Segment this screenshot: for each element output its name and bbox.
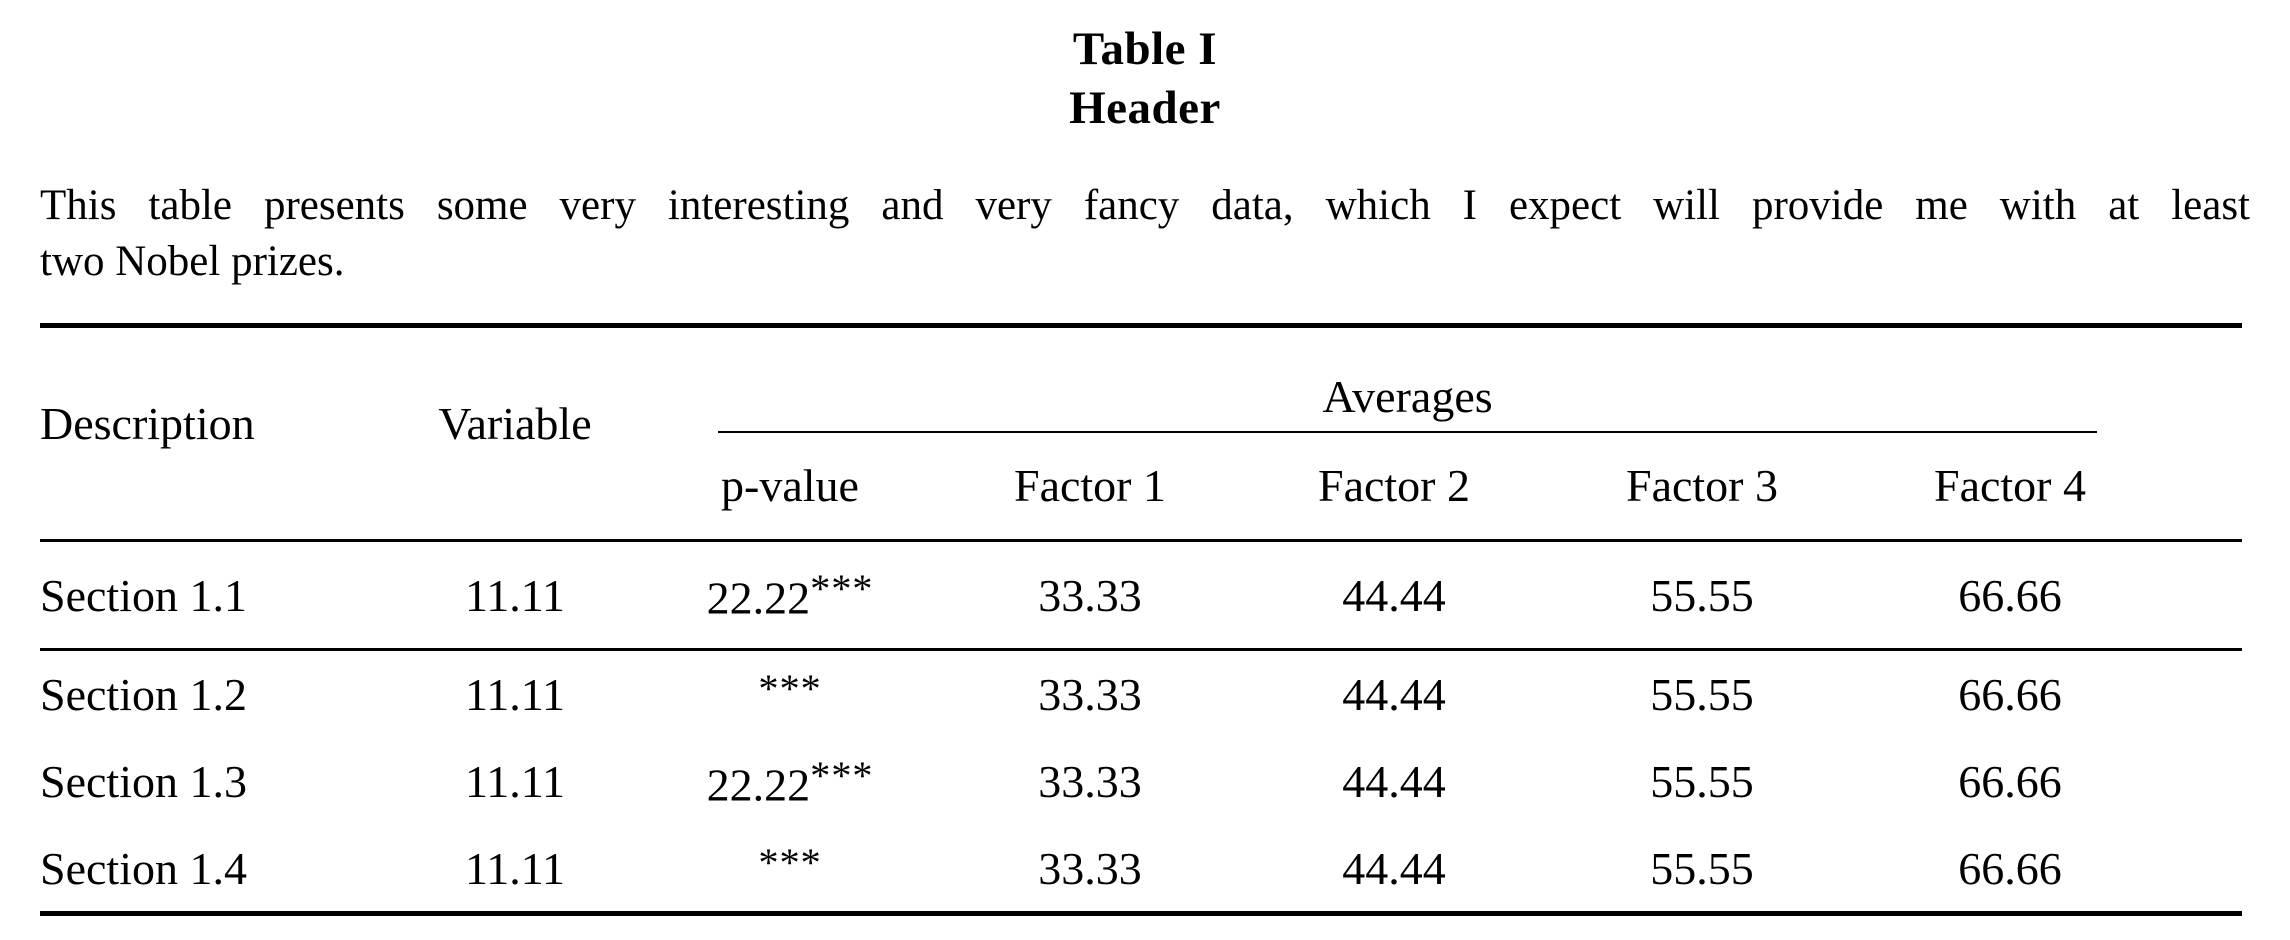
row-description: Section 1.4 [40, 842, 247, 894]
p-value-number: 22.22 [706, 572, 811, 624]
table-head: Description Variable Averages p-value Fa… [40, 325, 2242, 542]
row-factor-4: 66.66 [1856, 540, 2242, 651]
row-factor-4: 66.66 [1958, 842, 2062, 894]
row-description: Section 1.3 [40, 756, 247, 807]
significance-stars: *** [758, 839, 822, 885]
row-factor-2: 44.44 [1240, 540, 1548, 651]
row-variable: 11.11 [464, 842, 566, 894]
significance-stars: *** [810, 566, 874, 612]
group-header-averages: Averages [640, 326, 2242, 433]
data-table: Description Variable Averages p-value Fa… [40, 323, 2242, 916]
row-description: Section 1.2 [40, 668, 247, 720]
row-factor-2: 44.44 [1342, 756, 1446, 807]
row-factor-4: 66.66 [1958, 756, 2062, 807]
row-description: Section 1.1 [40, 540, 390, 651]
table-row: Section 1.3 11.11 22.22*** 33.33 44.44 5… [40, 738, 2242, 826]
table-row: Section 1.2 11.11 *** 33.33 44.44 55.55 … [40, 650, 2242, 738]
col-header-factor-1: Factor 1 [940, 432, 1240, 542]
row-factor-1: 33.33 [940, 540, 1240, 651]
row-p-value: 22.22*** [640, 540, 940, 651]
row-factor-3: 55.55 [1650, 842, 1754, 894]
row-factor-2: 44.44 [1342, 842, 1446, 894]
row-factor-2: 44.44 [1342, 668, 1446, 720]
row-p-value: *** [640, 650, 940, 738]
row-factor-1: 33.33 [1038, 842, 1142, 894]
row-factor-4: 66.66 [1958, 668, 2062, 720]
row-variable: 11.11 [464, 756, 566, 807]
row-p-value: 22.22*** [640, 738, 940, 826]
p-value-number: 22.22 [706, 759, 811, 811]
col-header-p-value: p-value [640, 432, 940, 542]
row-factor-1: 33.33 [1038, 756, 1142, 807]
row-factor-3: 55.55 [1650, 668, 1754, 720]
significance-stars: *** [758, 665, 822, 711]
row-factor-1: 33.33 [1038, 668, 1142, 720]
caption-line-2: two Nobel prizes. [40, 238, 345, 285]
row-variable: 11.11 [390, 540, 640, 651]
row-factor-3: 55.55 [1548, 540, 1856, 651]
table-row: Section 1.1 11.11 22.22*** 33.33 44.44 5… [40, 540, 2242, 651]
table-number-title: Table I [1072, 23, 1218, 75]
row-factor-3: 55.55 [1650, 756, 1754, 807]
row-variable: 11.11 [464, 668, 566, 720]
col-header-factor-4: Factor 4 [1856, 432, 2242, 542]
col-header-variable: Variable [390, 325, 640, 542]
col-header-factor-2: Factor 2 [1240, 432, 1548, 542]
table-caption: This table presents some very interestin… [40, 178, 2250, 290]
significance-stars: *** [810, 752, 874, 798]
table-row: Section 1.4 11.11 *** 33.33 44.44 55.55 … [40, 826, 2242, 914]
table-header-title: Header [1069, 82, 1221, 134]
row-p-value: *** [640, 826, 940, 914]
sub-header-row: p-value Factor 1 Factor 2 Factor 3 Facto… [40, 432, 2242, 542]
averages-label: Averages [718, 371, 2097, 433]
col-header-factor-3: Factor 3 [1548, 432, 1856, 542]
table-body: Section 1.1 11.11 22.22*** 33.33 44.44 5… [40, 540, 2242, 914]
col-header-description: Description [40, 325, 390, 542]
caption-line-1: This table presents some very interestin… [40, 182, 2250, 229]
group-header-row: Description Variable Averages [40, 325, 2242, 542]
